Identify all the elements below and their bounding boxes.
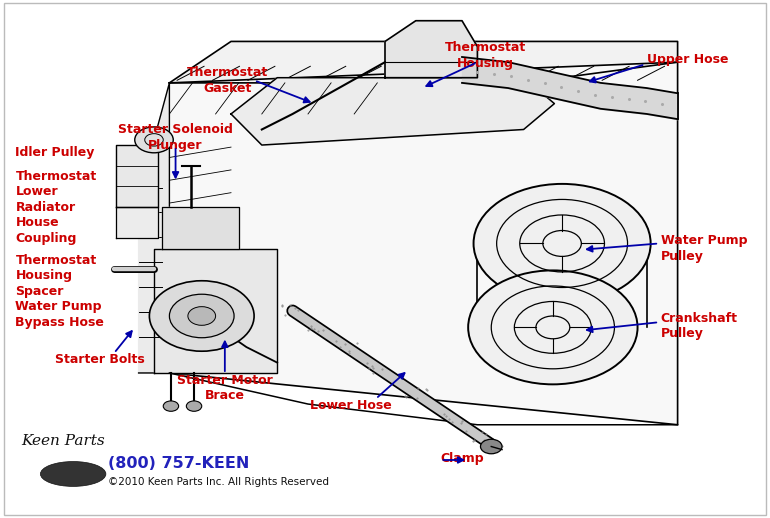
Text: Starter Motor
Brace: Starter Motor Brace: [177, 374, 273, 402]
Polygon shape: [385, 21, 477, 78]
Circle shape: [135, 127, 173, 153]
Text: Thermostat
Housing: Thermostat Housing: [444, 41, 526, 70]
Text: Crankshaft
Pulley: Crankshaft Pulley: [661, 312, 738, 340]
Text: Thermostat
Lower
Radiator
House
Coupling: Thermostat Lower Radiator House Coupling: [15, 170, 97, 245]
Text: Idler Pulley: Idler Pulley: [15, 146, 95, 159]
Text: Starter Solenoid
Plunger: Starter Solenoid Plunger: [118, 123, 233, 152]
Text: Starter Bolts: Starter Bolts: [55, 353, 145, 366]
Text: ©2010 Keen Parts Inc. All Rights Reserved: ©2010 Keen Parts Inc. All Rights Reserve…: [108, 477, 329, 486]
Polygon shape: [116, 207, 158, 238]
Circle shape: [186, 401, 202, 411]
Text: Upper Hose: Upper Hose: [647, 53, 728, 66]
Circle shape: [474, 184, 651, 303]
Text: Thermostat
Gasket: Thermostat Gasket: [186, 66, 268, 95]
Ellipse shape: [41, 462, 106, 486]
Polygon shape: [169, 41, 678, 83]
Polygon shape: [139, 83, 169, 373]
Polygon shape: [154, 249, 277, 373]
Circle shape: [188, 307, 216, 325]
Text: Thermostat
Housing
Spacer: Thermostat Housing Spacer: [15, 254, 97, 298]
Circle shape: [480, 439, 502, 454]
Text: Lower Hose: Lower Hose: [310, 399, 392, 412]
Polygon shape: [231, 78, 554, 145]
Text: Water Pump
Bypass Hose: Water Pump Bypass Hose: [15, 300, 104, 329]
Text: Clamp: Clamp: [440, 452, 484, 465]
Circle shape: [163, 401, 179, 411]
Circle shape: [468, 270, 638, 384]
Circle shape: [149, 281, 254, 351]
Polygon shape: [169, 62, 678, 425]
Circle shape: [169, 294, 234, 338]
Polygon shape: [116, 145, 158, 207]
Text: Water Pump
Pulley: Water Pump Pulley: [661, 234, 747, 263]
Polygon shape: [162, 207, 239, 249]
Text: Keen Parts: Keen Parts: [22, 434, 105, 448]
Text: (800) 757-KEEN: (800) 757-KEEN: [108, 456, 249, 471]
